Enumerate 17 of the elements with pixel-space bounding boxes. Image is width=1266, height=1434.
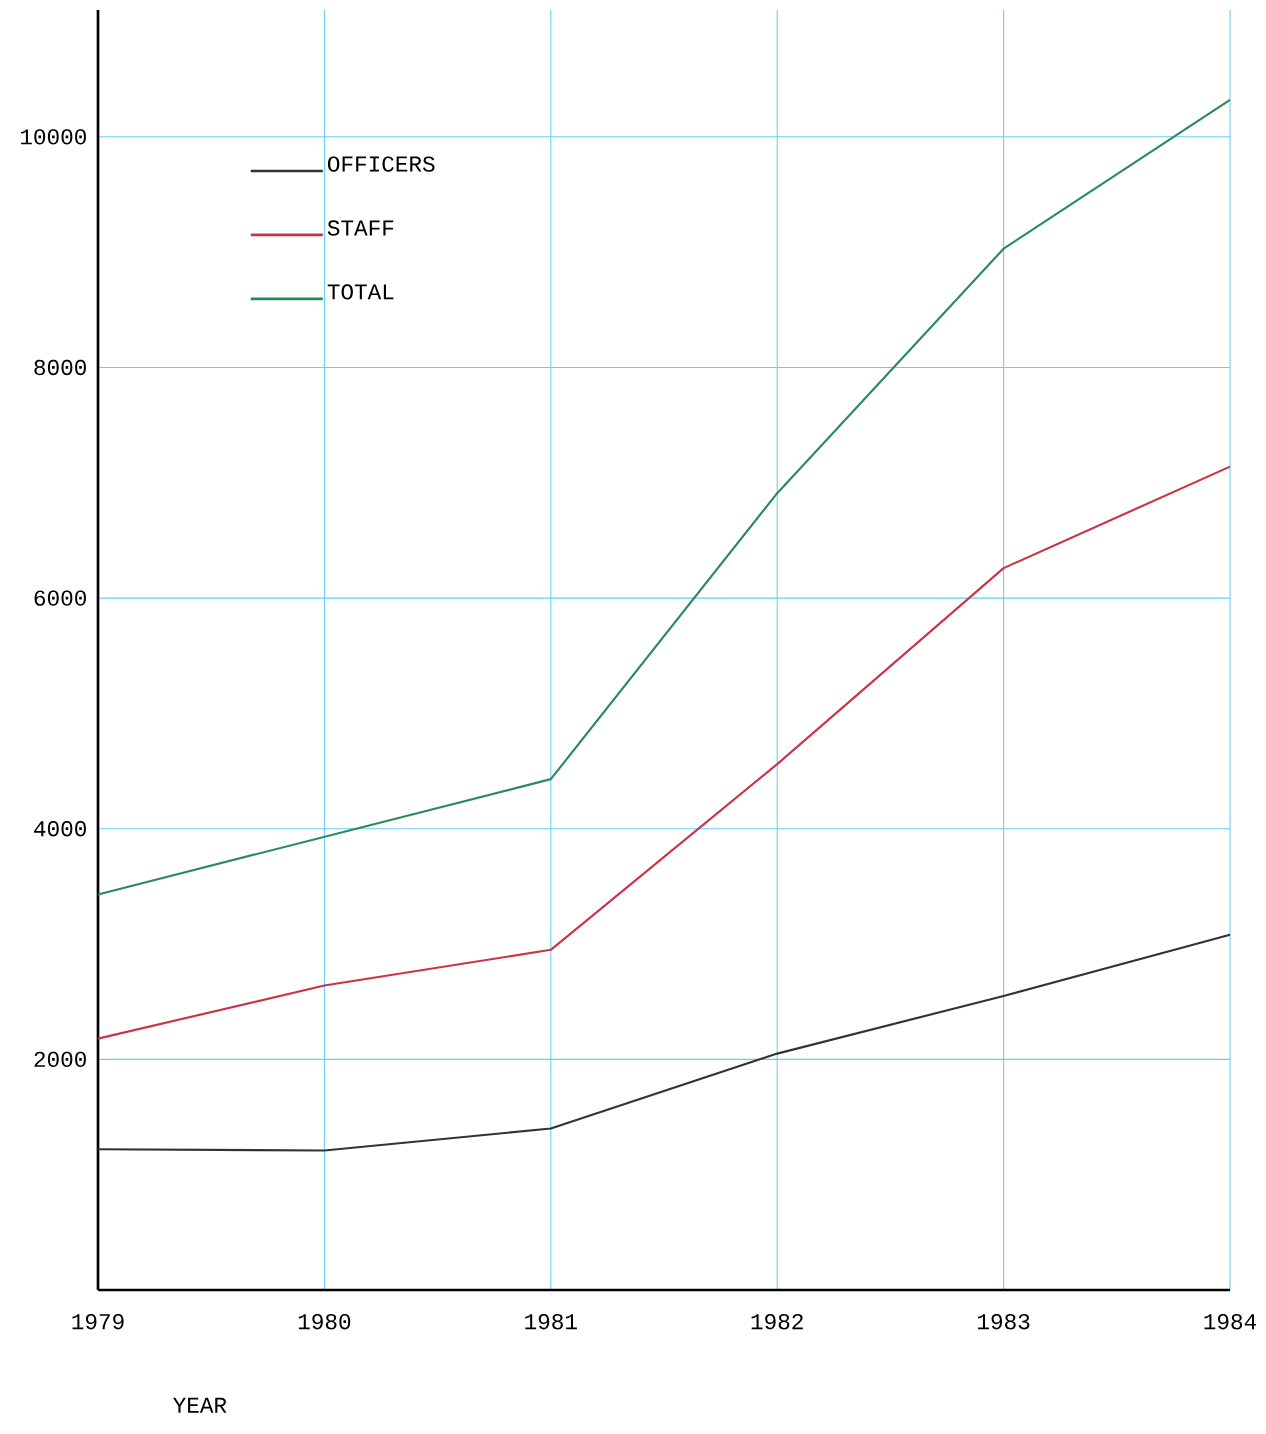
x-tick-label: 1983 bbox=[978, 1313, 1030, 1330]
x-tick-label: 1981 bbox=[525, 1313, 577, 1330]
line-series bbox=[96, 933, 1232, 1152]
y-tick-label: 6000 bbox=[34, 590, 86, 606]
legend-label: TOTAL bbox=[327, 284, 394, 300]
y-tick-label: 8000 bbox=[34, 359, 86, 376]
legend-label: OFFICERS bbox=[327, 156, 435, 172]
y-tick-label: 10000 bbox=[20, 129, 86, 145]
x-tick-label: 1982 bbox=[751, 1313, 803, 1330]
x-tick-label: 1979 bbox=[72, 1313, 124, 1330]
y-tick-label: 2000 bbox=[34, 1051, 86, 1068]
y-tick-label: 4000 bbox=[34, 821, 86, 837]
x-axis-title: YEAR bbox=[173, 1397, 227, 1413]
x-tick-label: 1984 bbox=[1204, 1313, 1257, 1330]
legend-label: STAFF bbox=[327, 220, 394, 236]
x-tick-label: 1980 bbox=[298, 1313, 351, 1330]
line-series bbox=[96, 465, 1232, 1040]
